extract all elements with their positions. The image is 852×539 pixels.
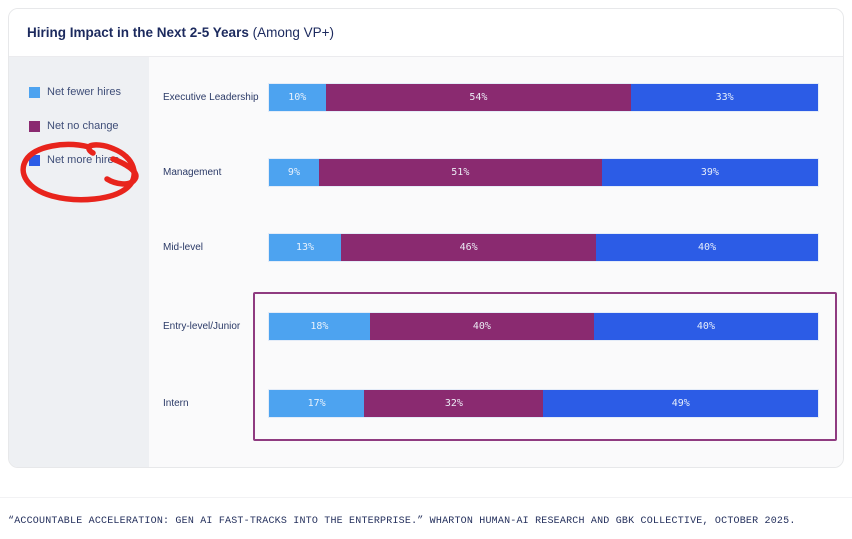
bar-row: 9% 51% 39%	[269, 159, 818, 186]
footer-divider	[0, 497, 852, 498]
chart-title-qualifier: (Among VP+)	[248, 25, 334, 40]
category-label: Entry-level/Junior	[163, 321, 241, 332]
bar-segment: 18%	[269, 313, 370, 340]
chart-plot-area: Executive Leadership 10% 54% 33% Management 9…	[149, 57, 843, 467]
bar-row: 18% 40% 40%	[269, 313, 818, 340]
category-label: Executive Leadership	[163, 92, 259, 103]
legend-swatch-net-more-hires	[29, 154, 40, 166]
chart-card: Hiring Impact in the Next 2-5 Years (Amo…	[8, 8, 844, 468]
legend-item-net-no-change: Net no change	[29, 120, 149, 132]
legend-swatch-net-no-change	[29, 120, 40, 132]
category-label: Mid-level	[163, 242, 204, 253]
bar-segment: 32%	[364, 390, 544, 417]
bar-segment: 46%	[341, 234, 597, 261]
category-label: Intern	[163, 398, 189, 409]
bar-segment: 10%	[269, 84, 326, 111]
legend-label: Net fewer hires	[47, 86, 121, 98]
chart-title: Hiring Impact in the Next 2-5 Years (Amo…	[27, 25, 334, 40]
bar-segment: 33%	[631, 84, 818, 111]
bar-row: 13% 46% 40%	[269, 234, 818, 261]
bar-row: 10% 54% 33%	[269, 84, 818, 111]
bar-segment: 54%	[325, 84, 632, 111]
bar-segment: 51%	[318, 159, 602, 186]
bar-segment: 40%	[596, 234, 818, 261]
legend-label: Net no change	[47, 120, 119, 132]
bar-segment: 40%	[593, 313, 818, 340]
source-citation: “ACCOUNTABLE ACCELERATION: GEN AI FAST-T…	[8, 516, 796, 527]
bar-row: 17% 32% 49%	[269, 390, 818, 417]
legend-label: Net more hires	[47, 154, 120, 166]
bar-segment: 9%	[269, 159, 319, 186]
legend-item-net-fewer-hires: Net fewer hires	[29, 86, 149, 98]
legend-item-net-more-hires: Net more hires	[29, 154, 149, 166]
legend-panel: Net fewer hires Net no change Net more hir…	[9, 57, 149, 467]
legend-swatch-net-fewer-hires	[29, 86, 40, 98]
bar-segment: 13%	[269, 234, 342, 261]
bar-segment: 49%	[543, 390, 818, 417]
chart-title-main: Hiring Impact in the Next 2-5 Years	[27, 25, 249, 40]
bar-segment: 39%	[601, 159, 818, 186]
chart-header: Hiring Impact in the Next 2-5 Years (Amo…	[9, 9, 843, 57]
bar-segment: 17%	[269, 390, 365, 417]
bar-segment: 40%	[369, 313, 594, 340]
category-label: Management	[163, 167, 222, 178]
chart-body: Net fewer hires Net no change Net more hir…	[9, 57, 843, 467]
